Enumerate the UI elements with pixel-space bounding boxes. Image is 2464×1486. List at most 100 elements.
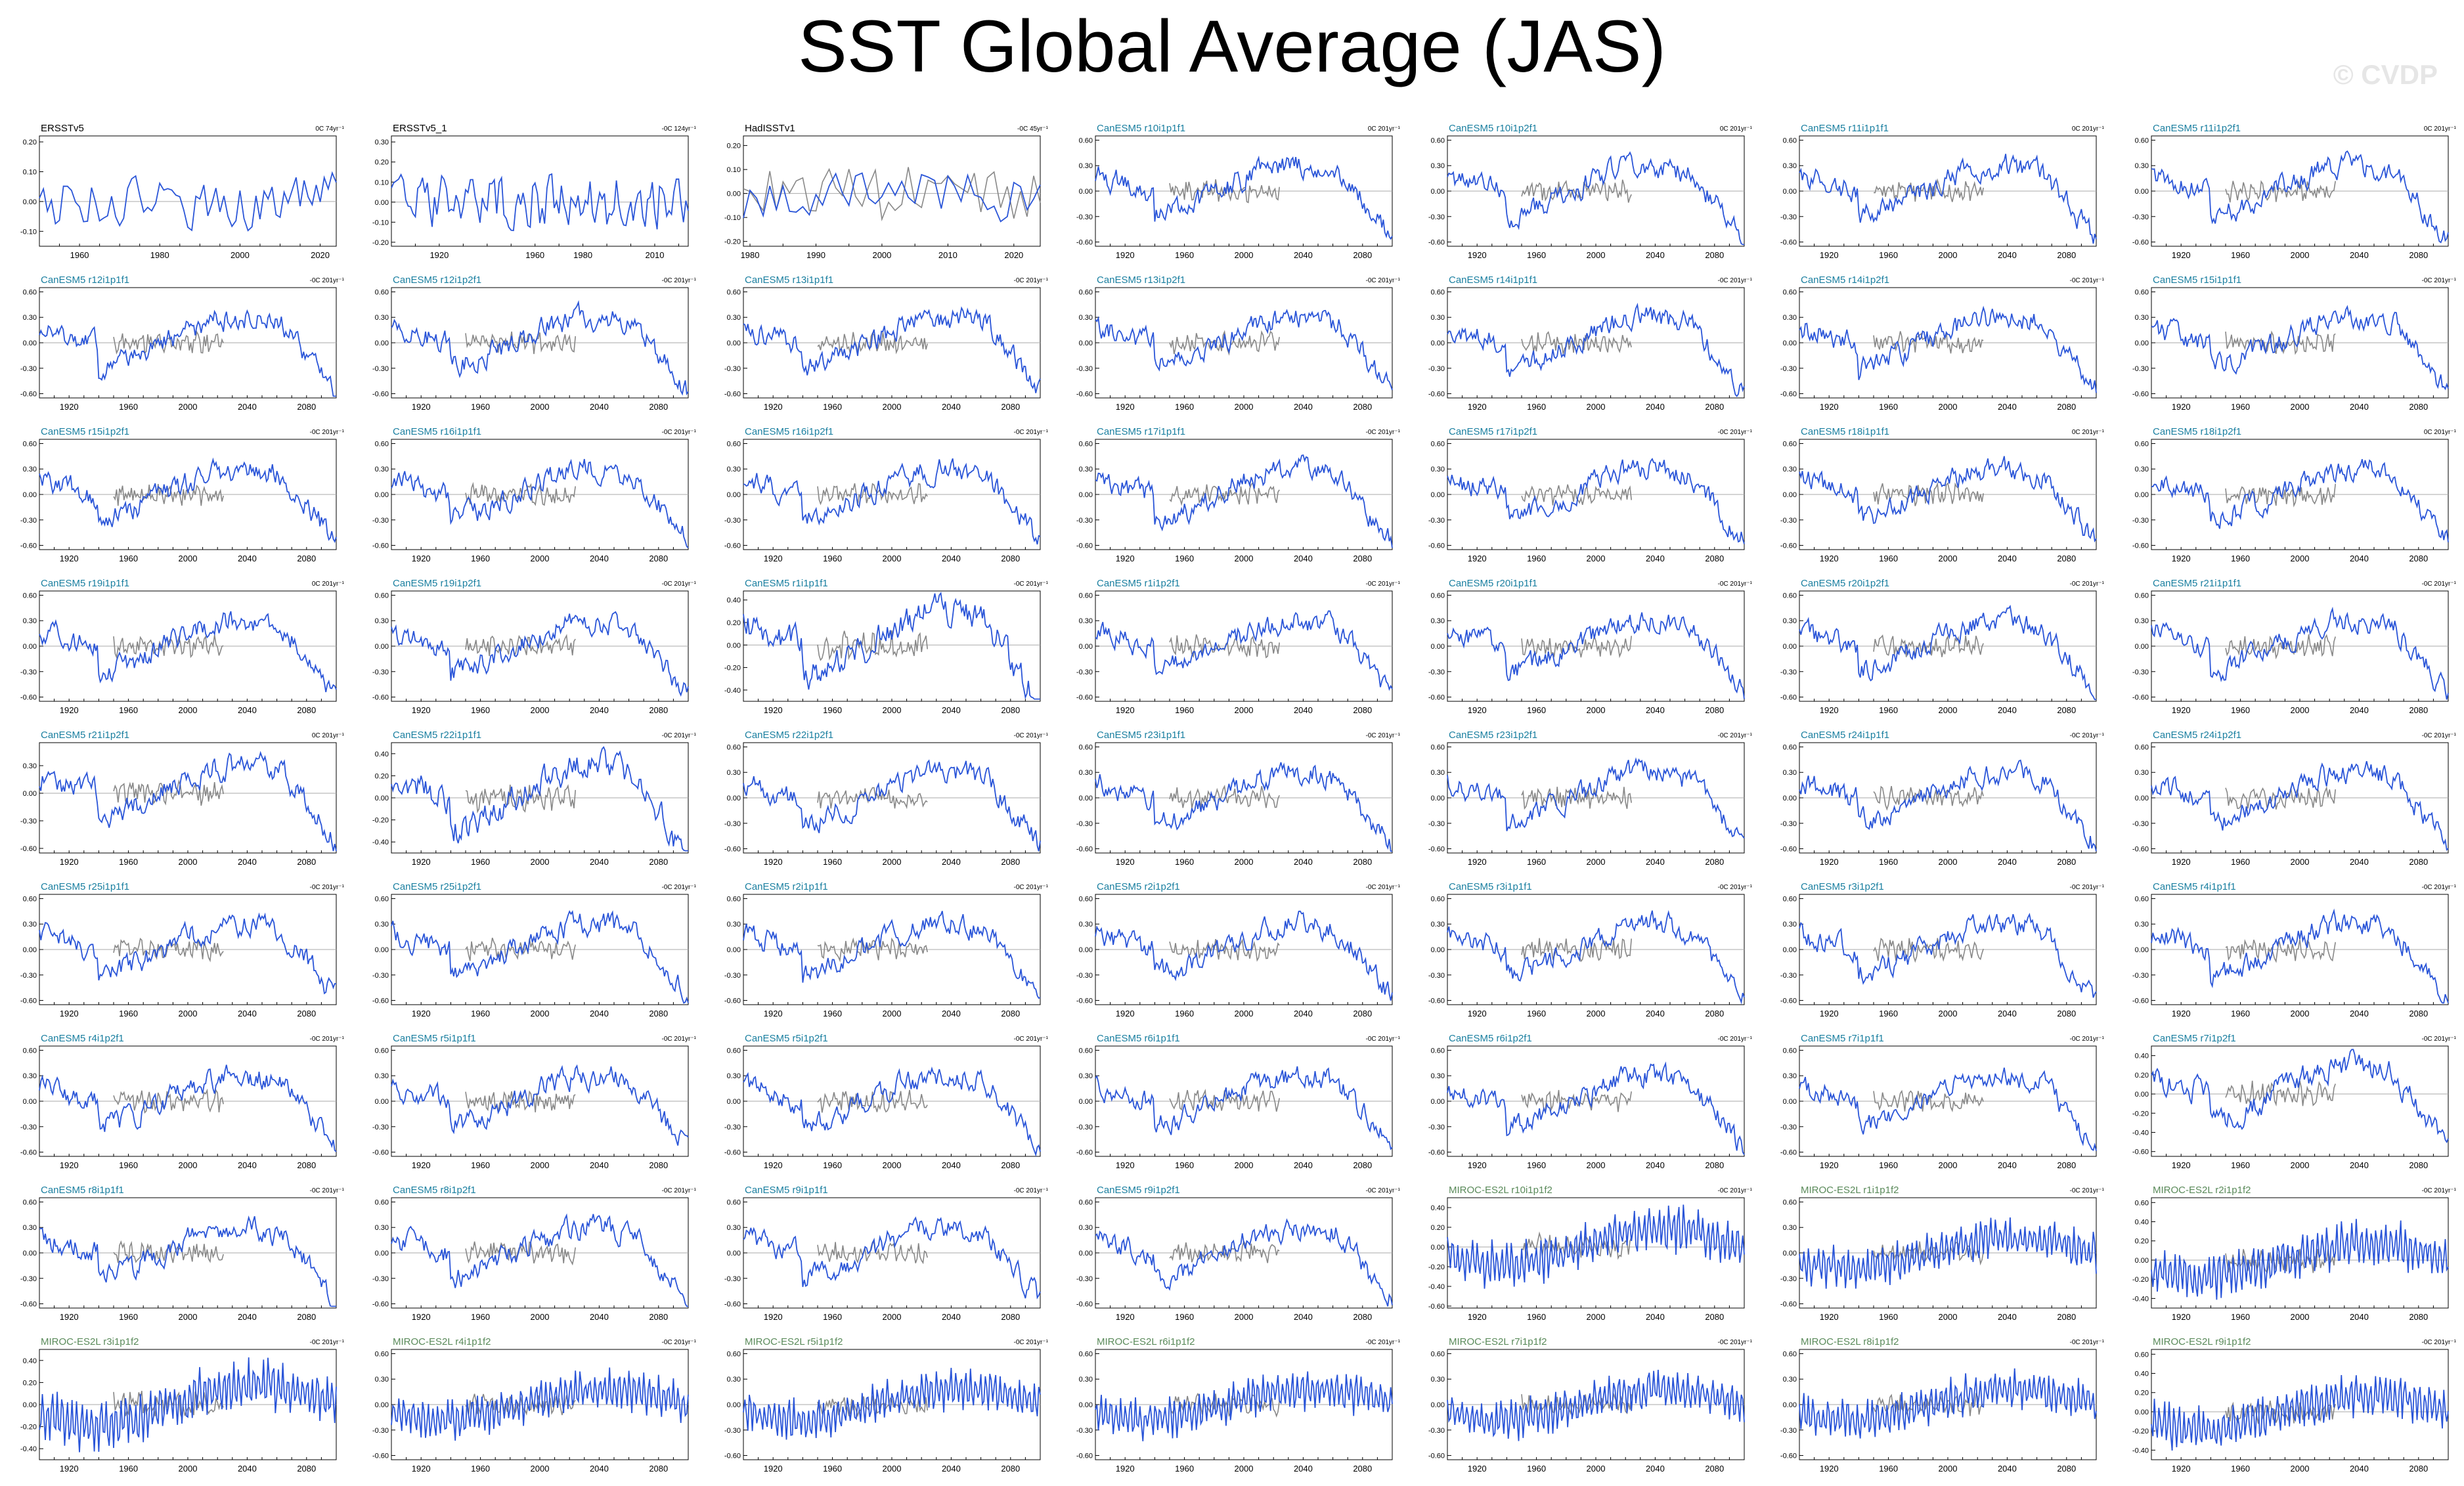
y-tick-label: -0.30 bbox=[2132, 972, 2149, 980]
x-tick-label: 2080 bbox=[1353, 1464, 1372, 1474]
series-line bbox=[391, 458, 689, 549]
x-tick-label: 1960 bbox=[471, 1009, 490, 1018]
y-tick-label: 0.60 bbox=[727, 895, 741, 903]
y-tick-label: -0.60 bbox=[1780, 1149, 1797, 1157]
x-tick-label: 2040 bbox=[942, 1312, 961, 1322]
y-tick-label: 0.60 bbox=[23, 1198, 37, 1206]
x-tick-label: 2040 bbox=[2350, 1464, 2369, 1474]
x-tick-label: 2000 bbox=[531, 1464, 550, 1474]
panel-title: CanESM5 r12i1p1f1 bbox=[41, 274, 130, 286]
x-tick-label: 2000 bbox=[1587, 857, 1606, 867]
y-tick-label: 0.00 bbox=[2135, 339, 2149, 347]
panel-title: CanESM5 r1i1p2f1 bbox=[1097, 578, 1180, 589]
panel-plot: 0.60 0.30 0.00 -0.30 -0.60 1920 1960 2000 2040 20… bbox=[724, 1197, 1041, 1322]
y-tick-label: -0.30 bbox=[20, 1275, 37, 1283]
panel-plot: 0.60 0.30 0.00 -0.30 -0.60 1920 1960 2000 2040 20… bbox=[2132, 590, 2449, 715]
y-tick-label: 0.00 bbox=[375, 199, 389, 207]
panel-title: CanESM5 r19i1p2f1 bbox=[393, 578, 482, 589]
y-tick-label: -0.30 bbox=[1076, 972, 1093, 980]
observed-reference-line bbox=[113, 330, 224, 355]
y-tick-label: 0.30 bbox=[1079, 921, 1093, 929]
x-tick-label: 2000 bbox=[531, 1160, 550, 1170]
panel-plot: 0.60 0.30 0.00 -0.30 -0.60 1920 1960 2000 2040 20… bbox=[2132, 287, 2449, 412]
y-tick-label: 0.00 bbox=[1431, 188, 1445, 196]
observed-reference-line bbox=[465, 1241, 576, 1266]
series-line bbox=[1799, 605, 2097, 701]
series-line bbox=[391, 910, 689, 1004]
x-tick-label: 2000 bbox=[2291, 250, 2310, 260]
series-line bbox=[2151, 908, 2449, 1004]
y-tick-label: 0.60 bbox=[1431, 592, 1445, 600]
y-tick-label: 0.30 bbox=[1783, 466, 1797, 473]
y-tick-label: -0.30 bbox=[1780, 668, 1797, 676]
y-tick-label: -0.30 bbox=[20, 972, 37, 980]
y-tick-label: 0.60 bbox=[1783, 1047, 1797, 1055]
y-tick-label: -0.30 bbox=[20, 818, 37, 825]
x-tick-label: 2080 bbox=[297, 1464, 316, 1474]
plot-frame bbox=[391, 135, 689, 247]
series-line bbox=[743, 458, 1041, 545]
y-tick-label: 0.60 bbox=[727, 288, 741, 296]
panel-title: CanESM5 r10i1p1f1 bbox=[1097, 123, 1186, 134]
y-tick-label: -0.30 bbox=[20, 668, 37, 676]
x-tick-label: 2080 bbox=[649, 1160, 668, 1170]
y-tick-label: -0.40 bbox=[2132, 1447, 2149, 1454]
panel-trend-label: 0C 201yr⁻¹ bbox=[1719, 125, 1752, 133]
panel-plot: 0.60 0.30 0.00 -0.30 -0.60 1920 1960 2000 2040 20… bbox=[20, 287, 337, 412]
panel-plot: 0.60 0.30 0.00 -0.30 -0.60 1920 1960 2000 2040 20… bbox=[724, 439, 1041, 563]
y-tick-label: -0.60 bbox=[20, 845, 37, 853]
y-tick-label: 0.00 bbox=[2135, 1091, 2149, 1099]
x-tick-label: 2040 bbox=[2350, 1160, 2369, 1170]
x-tick-label: 2080 bbox=[297, 1160, 316, 1170]
x-tick-label: 2080 bbox=[1705, 1009, 1724, 1018]
x-tick-label: 2040 bbox=[238, 402, 257, 412]
y-tick-label: -0.30 bbox=[1780, 972, 1797, 980]
x-tick-label: 2000 bbox=[883, 1464, 902, 1474]
y-tick-label: 0.60 bbox=[1431, 1350, 1445, 1358]
y-tick-label: 0.30 bbox=[727, 921, 741, 929]
y-tick-label: 0.30 bbox=[1783, 162, 1797, 170]
x-tick-label: 1920 bbox=[2172, 1160, 2191, 1170]
observed-reference-line bbox=[1521, 1089, 1632, 1112]
y-tick-label: 0.00 bbox=[1783, 491, 1797, 499]
panel-trend-label: -0C 201yr⁻¹ bbox=[661, 732, 696, 739]
panel-title: CanESM5 r2i1p2f1 bbox=[1097, 881, 1180, 892]
x-tick-label: 2080 bbox=[2057, 402, 2076, 412]
y-tick-label: -0.60 bbox=[2132, 542, 2149, 550]
y-tick-label: 0.00 bbox=[2135, 795, 2149, 802]
x-tick-label: 2080 bbox=[1001, 1160, 1020, 1170]
y-tick-label: 0.00 bbox=[1783, 188, 1797, 196]
y-tick-label: 0.60 bbox=[1783, 743, 1797, 751]
y-tick-label: 0.00 bbox=[1431, 491, 1445, 499]
panel-plot: 0.40 0.20 0.00 -0.20 -0.40 1920 1960 2000 2040 20… bbox=[372, 742, 689, 867]
panel-plot: 0.60 0.30 0.00 -0.30 -0.60 1920 1960 2000 2040 20… bbox=[724, 287, 1041, 412]
y-tick-label: -0.30 bbox=[2132, 365, 2149, 373]
panel-title: MIROC-ES2L r2i1p1f2 bbox=[2153, 1185, 2251, 1196]
series-line bbox=[1095, 1066, 1393, 1150]
y-tick-label: 0.00 bbox=[727, 491, 741, 499]
panel-title: CanESM5 r7i1p2f1 bbox=[2153, 1033, 2236, 1044]
x-tick-label: 1920 bbox=[60, 1160, 79, 1170]
y-tick-label: 0.30 bbox=[1783, 921, 1797, 929]
observed-reference-line bbox=[1521, 179, 1632, 203]
x-tick-label: 1960 bbox=[1879, 250, 1898, 260]
x-tick-label: 1920 bbox=[60, 402, 79, 412]
observed-reference-line bbox=[1873, 1392, 1984, 1416]
x-tick-label: 2040 bbox=[238, 1009, 257, 1018]
panel-title: MIROC-ES2L r1i1p1f2 bbox=[1801, 1185, 1899, 1196]
y-tick-label: 0.60 bbox=[1079, 895, 1093, 903]
y-tick-label: 0.30 bbox=[2135, 921, 2149, 929]
x-tick-label: 2000 bbox=[2291, 402, 2310, 412]
panel-trend-label: -0C 201yr⁻¹ bbox=[1365, 580, 1400, 588]
observed-reference-line bbox=[1169, 482, 1280, 506]
x-tick-label: 1920 bbox=[412, 1312, 431, 1322]
series-line bbox=[39, 1215, 336, 1307]
panel-title: CanESM5 r20i1p1f1 bbox=[1449, 578, 1538, 589]
y-tick-label: 0.40 bbox=[2135, 1053, 2149, 1060]
x-tick-label: 2080 bbox=[1353, 1009, 1372, 1018]
series-line bbox=[743, 592, 1040, 700]
x-tick-label: 1920 bbox=[1820, 1009, 1839, 1018]
series-line bbox=[743, 1368, 1041, 1440]
y-tick-label: 0.30 bbox=[2135, 314, 2149, 322]
chart-panel: ERSSTv5_1 -0C 124yr⁻¹ 0.30 0.20 0.10 0.00 -0.1… bbox=[352, 121, 704, 273]
